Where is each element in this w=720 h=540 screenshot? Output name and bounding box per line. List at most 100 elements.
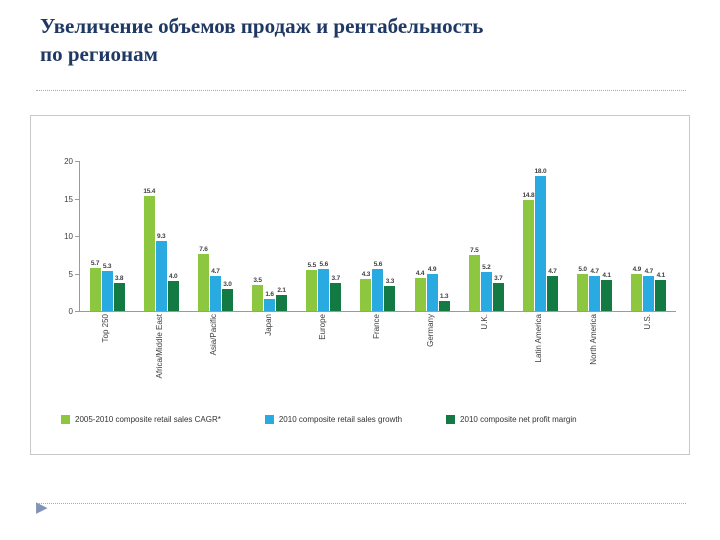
- bar: [601, 280, 613, 311]
- bar: [306, 269, 318, 311]
- bar-value-label: 4.9: [632, 266, 642, 274]
- bar-group: 4.9 4.7 4.1: [631, 266, 667, 311]
- bar-group: 14.8 18.0 4.7: [522, 168, 558, 311]
- bar-value-label: 4.4: [415, 270, 425, 277]
- y-tick-label: 15: [64, 194, 73, 204]
- bar: [492, 283, 504, 311]
- bar-value-label: 2.1: [277, 287, 286, 295]
- x-axis-label-cell: Latin America: [521, 314, 557, 362]
- bar: [384, 286, 396, 311]
- bar: [589, 275, 601, 311]
- bar-unit: 4.3: [360, 271, 372, 311]
- bar-value-label: 3.0: [223, 280, 232, 288]
- x-axis-label-cell: Europe: [305, 314, 341, 340]
- x-axis-label-cell: Japan: [251, 314, 287, 336]
- bar-value-label: 4.3: [361, 270, 371, 278]
- bar: [468, 254, 480, 311]
- bar-value-label: 5.7: [90, 260, 100, 268]
- y-tick-mark: [75, 236, 79, 237]
- bar: [360, 278, 372, 311]
- bar-value-label: 4.7: [644, 267, 654, 275]
- x-axis-label-cell: Asia/Pacific: [196, 314, 232, 355]
- bar: [438, 301, 450, 311]
- legend-item: 2010 composite retail sales growth: [264, 415, 403, 424]
- bar-value-label: 1.6: [265, 291, 274, 298]
- y-tick-mark: [75, 273, 79, 275]
- bar-unit: 4.1: [655, 272, 667, 311]
- bar-unit: 3.7: [492, 275, 504, 311]
- legend-swatch: [61, 415, 70, 424]
- legend-item: 2005-2010 composite retail sales CAGR*: [61, 415, 221, 424]
- bar: [143, 195, 155, 311]
- bar-value-label: 4.7: [211, 267, 220, 275]
- bar-value-label: 4.9: [427, 266, 437, 274]
- bar: [534, 176, 546, 311]
- bar-value-label: 7.6: [199, 246, 208, 253]
- x-axis-label-cell: Africa/Middle East: [142, 314, 178, 378]
- slide-title: Увеличение объемов продаж и рентабельнос…: [40, 12, 483, 68]
- bar-value-label: 18.0: [534, 168, 547, 175]
- bar: [414, 278, 426, 311]
- x-axis-label: North America: [588, 314, 598, 365]
- bar: [113, 282, 125, 311]
- bar-unit: 4.7: [209, 268, 221, 311]
- x-axis-label-cell: North America: [576, 314, 612, 365]
- legend-label: 2005-2010 composite retail sales CAGR*: [75, 415, 221, 424]
- x-axis-label-cell: U.S.: [630, 314, 666, 330]
- bar: [330, 283, 342, 311]
- bar-unit: 15.4: [143, 187, 156, 311]
- slide-title-line1: Увеличение объемов продаж и рентабельнос…: [40, 14, 484, 38]
- legend-label: 2010 composite retail sales growth: [278, 415, 403, 424]
- x-axis-label-cell: France: [359, 314, 395, 339]
- bar: [264, 299, 276, 311]
- bar-group: 5.5 5.6 3.7: [306, 261, 342, 311]
- title-divider: [36, 90, 686, 91]
- bar-unit: 5.5: [306, 262, 318, 311]
- slide-bullet-arrow-icon: ▶: [36, 499, 48, 516]
- bar-value-label: 3.3: [385, 278, 395, 286]
- bar-unit: 5.6: [318, 261, 330, 311]
- bar-value-label: 5.6: [319, 261, 329, 268]
- bar-value-label: 5.0: [578, 265, 587, 273]
- bar-value-label: 4.1: [602, 272, 611, 280]
- y-tick-label: 0: [68, 307, 73, 316]
- bar-unit: 4.9: [426, 266, 438, 311]
- x-axis-label: France: [371, 314, 381, 339]
- bar-unit: 3.7: [330, 275, 342, 311]
- legend-item: 2010 composite net profit margin: [446, 415, 577, 424]
- bar-value-label: 1.3: [439, 293, 449, 301]
- bar: [252, 284, 264, 311]
- bar-value-label: 3.7: [494, 275, 503, 283]
- bar-unit: 4.0: [167, 273, 179, 311]
- bar: [631, 274, 643, 311]
- x-axis-label: Europe: [317, 314, 327, 340]
- bar-unit: 4.7: [643, 268, 655, 311]
- bar: [426, 274, 438, 311]
- bar: [276, 295, 288, 311]
- bar-value-label: 5.3: [102, 263, 112, 271]
- bar-unit: 7.6: [197, 246, 209, 311]
- bar-group: 3.5 1.6 2.1: [252, 277, 288, 311]
- bar-unit: 4.4: [414, 270, 426, 311]
- bar-unit: 2.1: [276, 287, 288, 311]
- bar-group: 5.7 5.3 3.8: [89, 260, 125, 311]
- x-axis-label: U.S.: [642, 314, 652, 330]
- bar-value-label: 4.0: [169, 273, 178, 280]
- bar-unit: 4.1: [601, 272, 613, 311]
- y-tick-mark: [75, 161, 79, 162]
- bar-unit: 18.0: [534, 168, 547, 311]
- bar: [221, 288, 233, 311]
- bar: [197, 254, 209, 311]
- bar-group: 15.4 9.3 4.0: [143, 187, 179, 311]
- bar-value-label: 4.1: [656, 272, 666, 280]
- bar-unit: 1.6: [264, 291, 276, 311]
- x-axis-label: U.K.: [480, 314, 490, 330]
- bar-value-label: 15.4: [143, 187, 156, 195]
- chart-legend: 2005-2010 composite retail sales CAGR* 20…: [61, 415, 577, 424]
- bar-unit: 3.8: [113, 275, 125, 311]
- bar-unit: 3.5: [252, 277, 264, 311]
- bar-unit: 5.2: [480, 264, 492, 311]
- bar-group: 7.5 5.2 3.7: [468, 247, 504, 311]
- bar-value-label: 5.2: [482, 264, 491, 271]
